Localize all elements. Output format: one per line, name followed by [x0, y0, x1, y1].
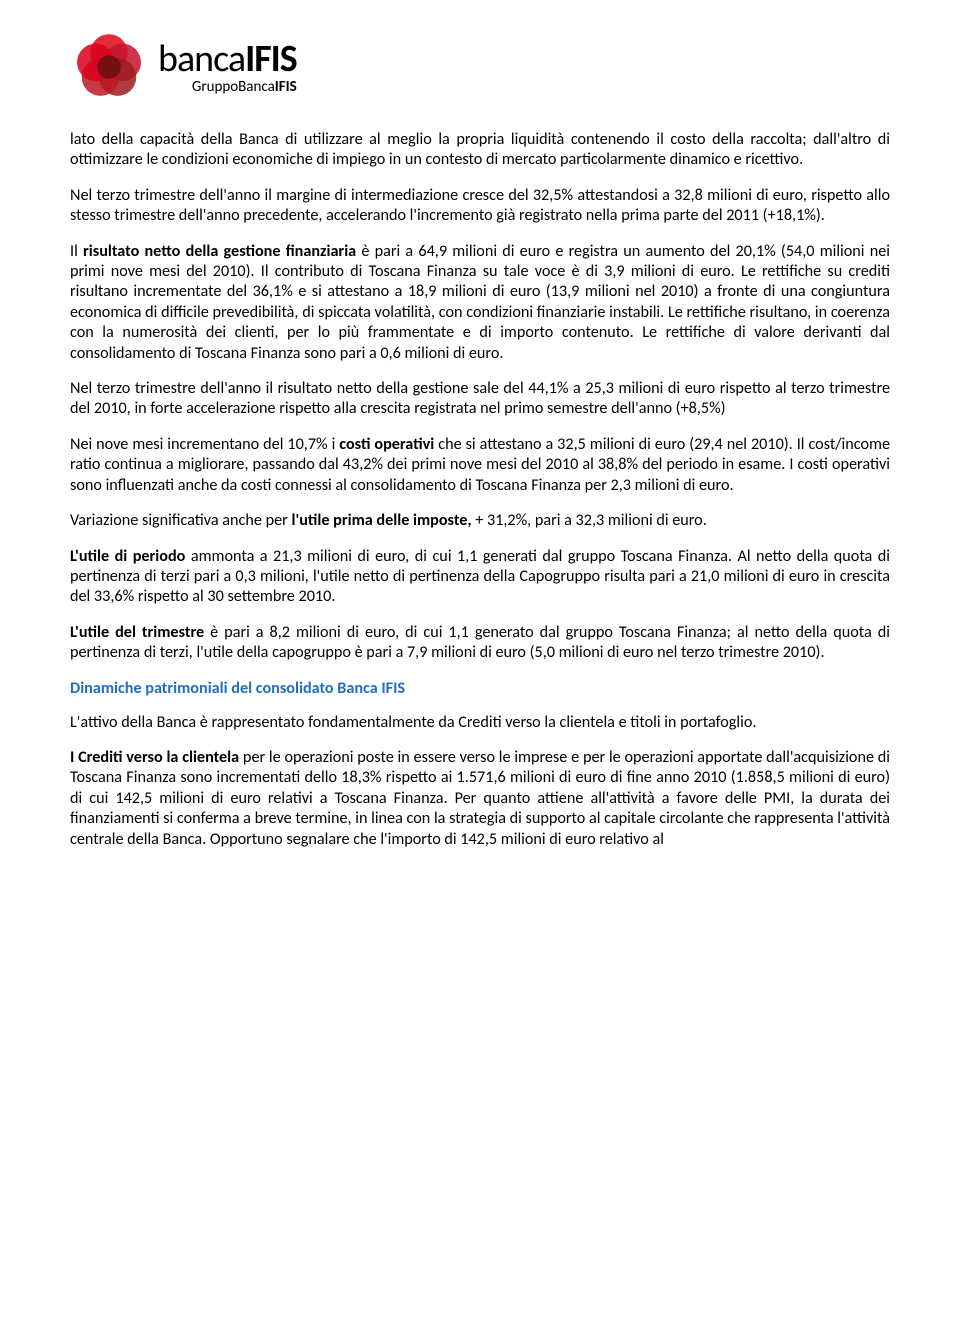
p10-bold: I Crediti verso la clientela [70, 748, 239, 767]
paragraph-6: Variazione significativa anche per l'uti… [70, 511, 890, 531]
section-heading: Dinamiche patrimoniali del consolidato B… [70, 679, 890, 698]
p7-bold: L'utile di periodo [70, 547, 185, 566]
paragraph-9: L'attivo della Banca è rappresentato fon… [70, 713, 890, 733]
logo-sub-bold: IFIS [275, 78, 297, 96]
paragraph-5: Nei nove mesi incrementano del 10,7% i c… [70, 435, 890, 496]
paragraph-2: Nel terzo trimestre dell'anno il margine… [70, 186, 890, 227]
logo-flower-icon [70, 28, 148, 106]
paragraph-8: L'utile del trimestre è pari a 8,2 milio… [70, 623, 890, 664]
p7-part-b: ammonta a 21,3 milioni di euro, di cui 1… [70, 547, 890, 607]
p3-part-a: Il [70, 242, 83, 261]
p6-part-a: Variazione significativa anche per [70, 511, 291, 530]
logo-main-text: bancaIFIS [158, 40, 297, 78]
p6-part-c: + 31,2%, pari a 32,3 milioni di euro. [472, 511, 707, 530]
paragraph-10: I Crediti verso la clientela per le oper… [70, 748, 890, 850]
paragraph-1: lato della capacità della Banca di utili… [70, 130, 890, 171]
paragraph-7: L'utile di periodo ammonta a 21,3 milion… [70, 547, 890, 608]
p6-bold: l'utile prima delle imposte, [291, 511, 471, 530]
logo-main-bold: IFIS [245, 36, 297, 82]
paragraph-4: Nel terzo trimestre dell'anno il risulta… [70, 379, 890, 420]
p3-bold: risultato netto della gestione finanziar… [83, 242, 356, 261]
paragraph-3: Il risultato netto della gestione finanz… [70, 242, 890, 364]
p5-part-a: Nei nove mesi incrementano del 10,7% i [70, 435, 339, 454]
logo-text: bancaIFIS GruppoBancaIFIS [158, 40, 297, 95]
logo-main-light: banca [158, 36, 245, 82]
logo-header: bancaIFIS GruppoBancaIFIS [70, 28, 890, 106]
logo-sub-light: GruppoBanca [192, 78, 275, 96]
logo-sub-text: GruppoBancaIFIS [192, 80, 297, 95]
p8-bold: L'utile del trimestre [70, 623, 204, 642]
p5-bold: costi operativi [339, 435, 434, 454]
